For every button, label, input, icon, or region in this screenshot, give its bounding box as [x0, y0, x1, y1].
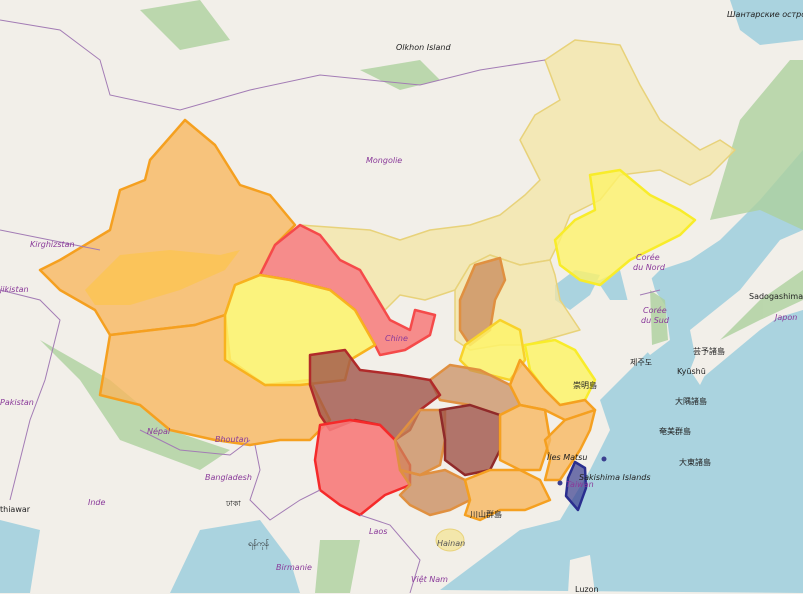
label-chongming-island: 崇明島 — [573, 381, 597, 390]
label-nepal: Népal — [147, 427, 171, 436]
label-taiwan: Taiwan — [566, 480, 594, 489]
region-hunan — [438, 403, 502, 477]
label-kathiawar: thiawar — [0, 505, 31, 514]
label-chuanshan-islands: 川山群島 — [470, 510, 502, 519]
label-jeju: 제주도 — [630, 358, 653, 367]
label-coree-du-sud-2: du Sud — [641, 316, 669, 325]
label-olkhon-island: Olkhon Island — [396, 43, 451, 52]
country-borders — [0, 19, 661, 593]
label-shantar-islands: Шантарские остро — [727, 10, 803, 19]
label-hainan: Hainan — [437, 539, 466, 548]
label-osumi-islands: 大隅諸島 — [675, 397, 707, 406]
region-yunnan — [313, 418, 412, 517]
region-taiwan — [564, 460, 588, 512]
region-hainan — [435, 528, 465, 552]
label-pakistan: Pakistan — [0, 398, 34, 407]
label-bhoutan: Bhoutan — [215, 435, 249, 444]
label-dhaka: ঢাকা — [226, 499, 241, 508]
label-geiyo-islands: 芸予諸島 — [693, 347, 725, 356]
label-inde: Inde — [88, 498, 106, 507]
label-birmanie: Birmanie — [276, 563, 312, 572]
okhotsk-sea — [730, 0, 803, 45]
label-luzon: Luzon — [575, 585, 599, 594]
region-jiangxi — [498, 403, 552, 472]
bay-of-bengal — [170, 520, 300, 593]
luzon — [568, 555, 595, 593]
label-coree-du-nord-1: Corée — [636, 253, 660, 262]
label-amami-islands: 奄美群島 — [659, 427, 691, 436]
label-coree-du-nord-2: du Nord — [633, 263, 665, 272]
label-chine: Chine — [385, 334, 408, 343]
region-fujian — [543, 408, 597, 482]
label-mongolie: Mongolie — [366, 156, 403, 165]
region-taiwan-islet — [601, 456, 607, 462]
label-sadogashima: Sadogashima — [749, 292, 803, 301]
label-coree-du-sud-1: Corée — [643, 306, 667, 315]
region-shanxi — [458, 256, 507, 347]
province-regions — [38, 39, 736, 552]
arabian-sea — [0, 520, 40, 593]
region-taiwan-islet — [557, 480, 563, 486]
label-kirghizstan: Kirghizstan — [30, 240, 75, 249]
label-daito-islands: 大東諸島 — [679, 458, 711, 467]
region-liaoning-jilin — [553, 168, 697, 287]
yellow-sea — [440, 150, 803, 593]
label-yangon: ရန်ကုန် — [248, 539, 269, 548]
region-guangxi — [398, 468, 472, 517]
label-iles-matsu: Îles Matsu — [547, 453, 588, 462]
label-kyushu: Kyūshū — [677, 367, 706, 376]
region-northeast — [299, 39, 736, 311]
label-sakishima-islands: Sakishima Islands — [579, 473, 651, 482]
label-viet-nam: Việt Nam — [411, 575, 448, 584]
label-japon: Japon — [775, 313, 798, 322]
label-tadjikistan: jikistan — [0, 285, 29, 294]
region-henan — [458, 318, 527, 382]
region-taklamakan — [85, 250, 240, 305]
label-bangladesh: Bangladesh — [205, 473, 252, 482]
label-laos: Laos — [369, 527, 388, 536]
region-guangdong — [463, 468, 552, 522]
